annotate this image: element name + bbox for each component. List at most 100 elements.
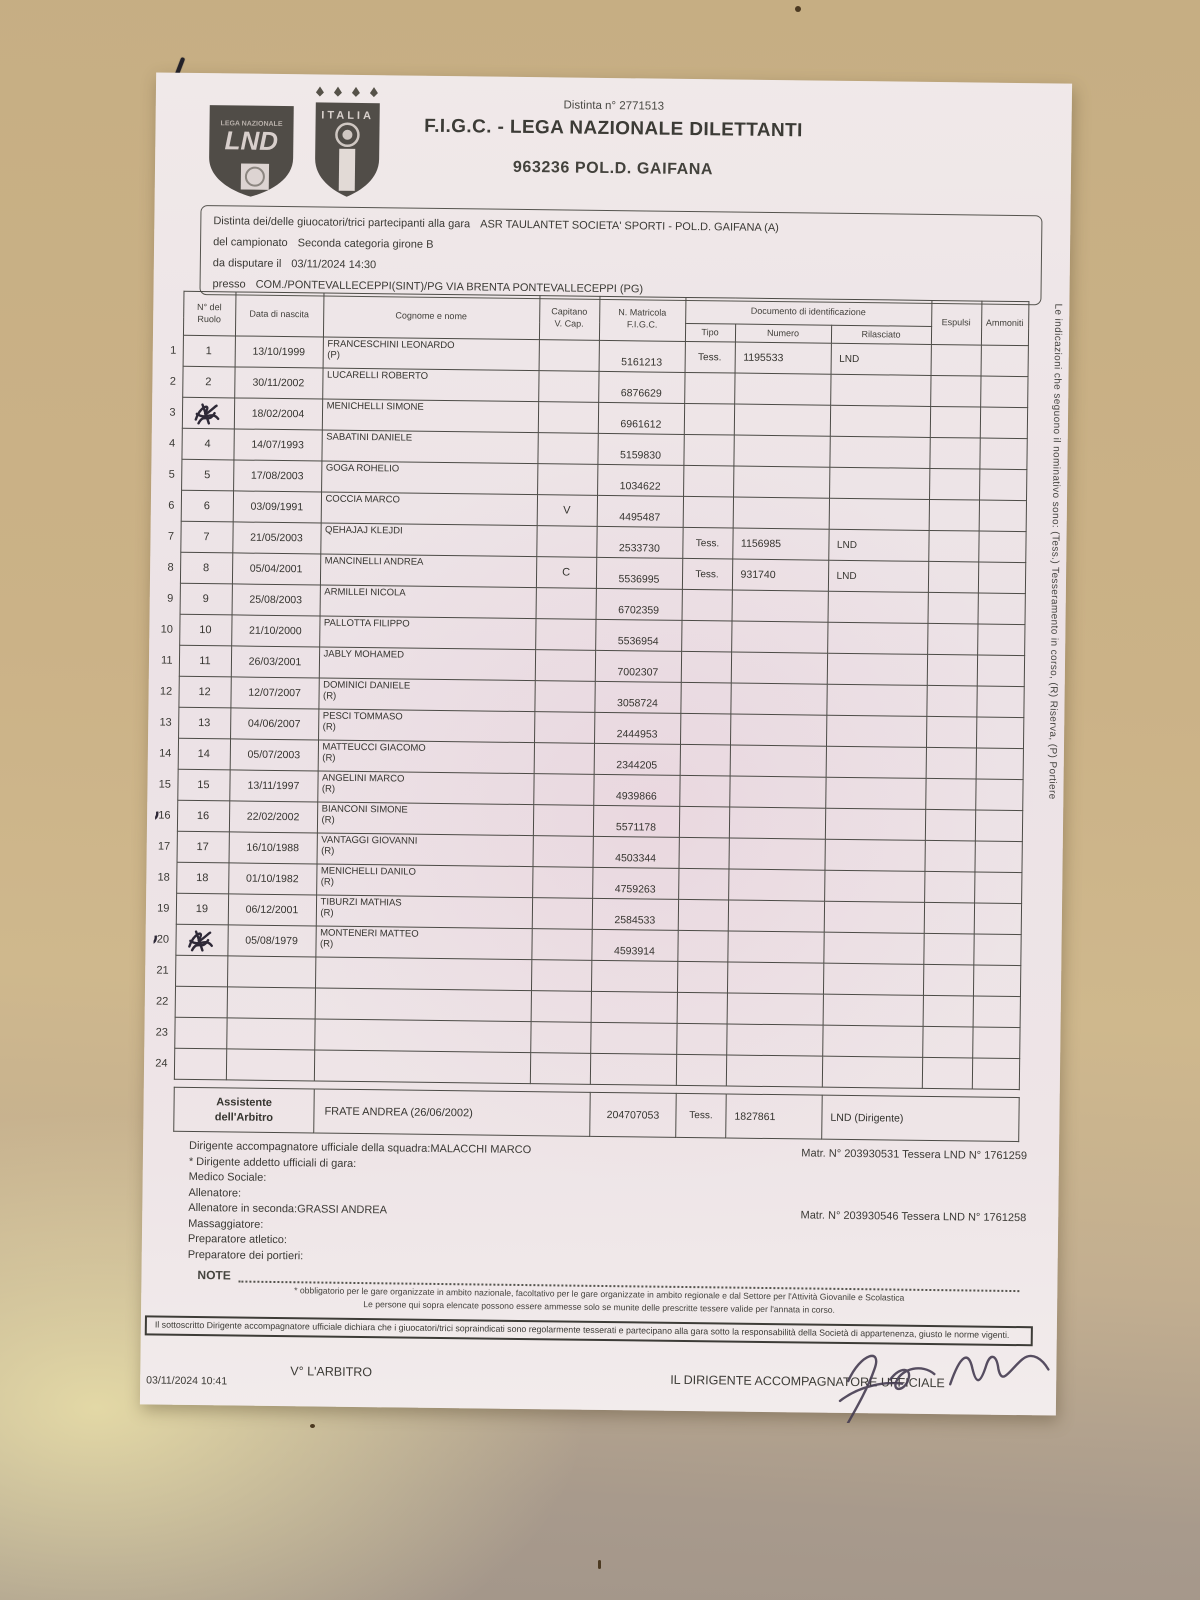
player-row: 16 16 22/02/2002 BIANCONI SIMONE (R) 5571178 bbox=[154, 800, 1023, 842]
captain-mark bbox=[535, 618, 596, 651]
birth-date: 30/11/2002 bbox=[234, 366, 323, 400]
row-index: 8 bbox=[167, 561, 174, 574]
ammoniti-cell bbox=[975, 748, 1023, 780]
captain-mark bbox=[534, 680, 595, 713]
shirt-number: 5 bbox=[181, 459, 234, 491]
captain-mark bbox=[531, 897, 593, 930]
doc-tipo bbox=[683, 403, 735, 436]
birth-date: 18/02/2004 bbox=[233, 397, 323, 431]
captain-mark bbox=[530, 990, 591, 1023]
captain-mark bbox=[532, 804, 594, 837]
row-index: 9 bbox=[167, 592, 174, 605]
matricola-number: 2344205 bbox=[593, 743, 681, 776]
captain-mark bbox=[537, 401, 599, 434]
shirt-number: 14 bbox=[177, 738, 231, 770]
player-name: VANTAGGI GIOVANNI (R) bbox=[316, 832, 533, 867]
player-row: 20 05/08/1979 MONTENERI MATTEO (R) 4593914 bbox=[153, 924, 1021, 966]
player-name: FRANCESCHINI LEONARDO (P) bbox=[322, 337, 539, 371]
birth-date: 25/08/2003 bbox=[231, 583, 320, 616]
ammoniti-cell bbox=[972, 1026, 1020, 1059]
ammoniti-cell bbox=[976, 686, 1024, 718]
referee-signature-label: V° L'ARBITRO bbox=[290, 1364, 373, 1380]
doc-numero bbox=[733, 435, 830, 468]
ammoniti-cell bbox=[974, 810, 1023, 842]
captain-mark bbox=[530, 959, 592, 992]
matricola-number: 6876629 bbox=[598, 371, 685, 404]
matricola-number: 4503344 bbox=[592, 836, 679, 869]
captain-mark bbox=[535, 587, 596, 620]
player-name: JABLY MOHAMED bbox=[318, 646, 536, 681]
espulsi-cell bbox=[926, 654, 978, 687]
ammoniti-cell bbox=[973, 934, 1021, 966]
doc-tipo: Tess. bbox=[682, 527, 733, 560]
doc-rilasciato bbox=[826, 653, 928, 686]
espulsi-cell bbox=[929, 437, 980, 470]
shirt-number: 17 bbox=[176, 831, 229, 863]
player-row: 3 18/02/2004 MENICHELLI SIMONE 6961612 bbox=[160, 397, 1028, 439]
doc-numero bbox=[733, 404, 831, 437]
lnd-logo: LEGA NAZIONALE LND bbox=[209, 105, 294, 197]
row-index: 3 bbox=[169, 406, 176, 419]
player-name: ANGELINI MARCO (R) bbox=[317, 770, 534, 805]
birth-date: 06/12/2001 bbox=[227, 893, 317, 926]
shirt-number bbox=[173, 1048, 227, 1080]
doc-rilasciato bbox=[824, 808, 926, 841]
col-nascita: Data di nascita bbox=[234, 291, 324, 338]
row-index: 21 bbox=[156, 964, 169, 977]
shirt-number: 19 bbox=[175, 893, 229, 925]
shirt-number: 7 bbox=[180, 521, 233, 553]
doc-tipo bbox=[679, 744, 730, 777]
espulsi-cell bbox=[928, 530, 979, 563]
roster-body: 1 1 13/10/1999 FRANCESCHINI LEONARDO (P) 5161… bbox=[152, 335, 1028, 1090]
captain-mark bbox=[534, 649, 596, 682]
ammoniti-cell bbox=[971, 1057, 1020, 1090]
ammoniti-cell bbox=[976, 655, 1025, 687]
doc-tipo bbox=[675, 1054, 727, 1086]
doc-tipo bbox=[681, 589, 732, 622]
assistant-doc-rilasciato: LND (Dirigente) bbox=[821, 1095, 1020, 1142]
doc-tipo bbox=[680, 651, 732, 684]
birth-date: 01/10/1982 bbox=[228, 862, 317, 895]
doc-rilasciato bbox=[825, 746, 926, 779]
matricola-number: 3058724 bbox=[594, 681, 681, 714]
player-name: QEHAJAJ KLEJDI bbox=[320, 522, 537, 557]
doc-tipo bbox=[677, 899, 729, 932]
espulsi-cell bbox=[922, 995, 973, 1027]
row-index: 19 bbox=[157, 902, 170, 915]
doc-tipo bbox=[684, 372, 735, 405]
shirt-number bbox=[174, 986, 228, 1018]
note-label: NOTE bbox=[197, 1268, 231, 1283]
matricola-number bbox=[590, 960, 678, 993]
doc-numero bbox=[727, 900, 825, 933]
doc-rilasciato bbox=[822, 994, 923, 1027]
desk-speck bbox=[310, 1424, 315, 1428]
row-index: 6 bbox=[168, 499, 175, 512]
player-name: BIANCONI SIMONE (R) bbox=[316, 801, 534, 836]
doc-numero bbox=[728, 838, 825, 871]
col-matricola: N. Matricola F.I.G.C. bbox=[598, 296, 686, 342]
ammoniti-cell bbox=[972, 996, 1020, 1028]
assistant-doc-tipo: Tess. bbox=[675, 1093, 727, 1138]
row-index: 15 bbox=[158, 778, 172, 791]
doc-rilasciato bbox=[830, 374, 931, 407]
birth-date: 05/08/1979 bbox=[227, 924, 316, 957]
shirt-number: 9 bbox=[179, 583, 232, 615]
shirt-number: 8 bbox=[179, 552, 233, 584]
doc-rilasciato bbox=[825, 715, 927, 748]
espulsi-cell bbox=[929, 406, 981, 439]
doc-numero bbox=[728, 869, 825, 902]
doc-tipo bbox=[680, 682, 731, 715]
row-index: 23 bbox=[155, 1026, 169, 1039]
doc-numero bbox=[728, 807, 826, 840]
doc-rilasciato bbox=[821, 1056, 923, 1089]
row-index: 24 bbox=[155, 1057, 168, 1070]
espulsi-cell bbox=[922, 964, 974, 997]
row-index: 17 bbox=[157, 840, 171, 853]
ammoniti-cell bbox=[980, 345, 1028, 377]
player-name: MONTENERI MATTEO (R) bbox=[315, 925, 532, 960]
doc-numero bbox=[725, 1054, 823, 1088]
row-index: 12 bbox=[159, 685, 173, 698]
col-capitano: Capitano V. Cap. bbox=[538, 295, 600, 341]
birth-date: 14/07/1993 bbox=[233, 428, 322, 462]
doc-rilasciato bbox=[825, 777, 926, 810]
